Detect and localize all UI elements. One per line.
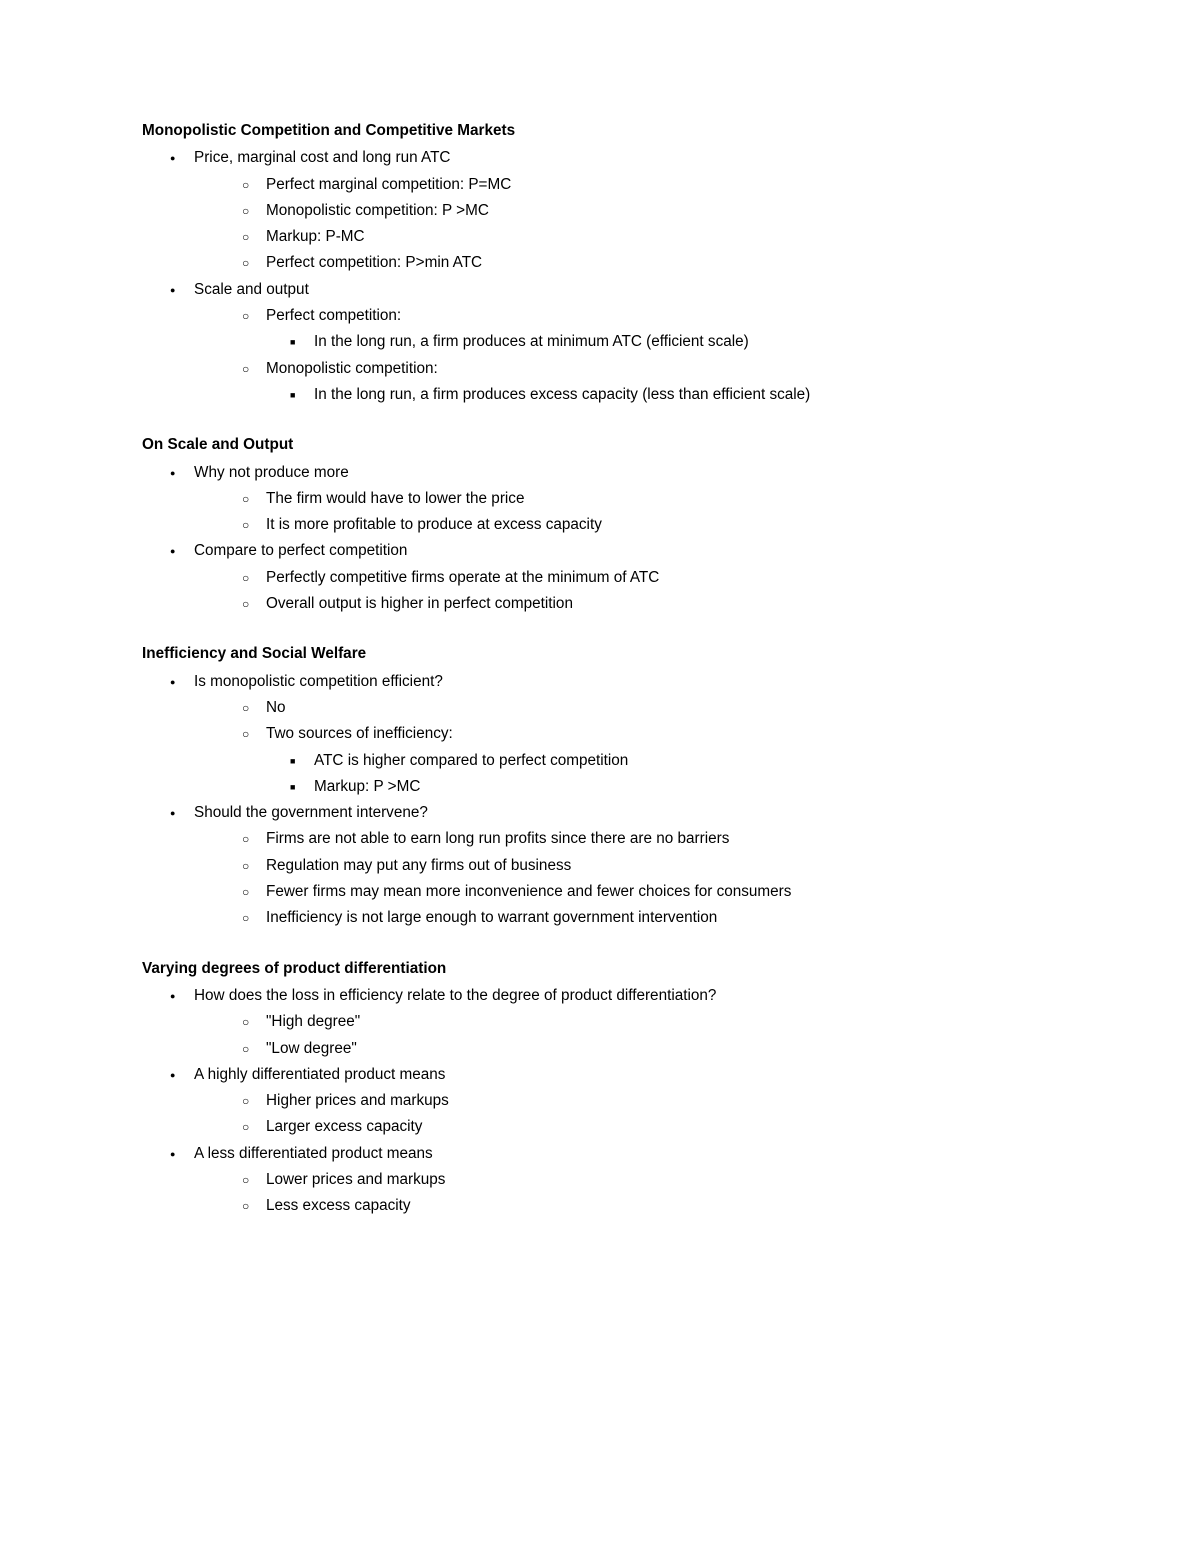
list-item-text: The firm would have to lower the price [266, 490, 524, 507]
list-item: Perfectly competitive firms operate at t… [266, 565, 1060, 591]
list-item-text: Perfect competition: [266, 307, 401, 324]
list-item: Is monopolistic competition efficient? No… [194, 669, 1060, 800]
list-item: Higher prices and markups [266, 1088, 1060, 1114]
list-item-text: ATC is higher compared to perfect compet… [314, 752, 628, 769]
list-item: In the long run, a firm produces at mini… [314, 329, 1060, 355]
list-item: Two sources of inefficiency: ATC is highe… [266, 721, 1060, 800]
list-item: Inefficiency is not large enough to warr… [266, 905, 1060, 931]
list-item: Price, marginal cost and long run ATC Per… [194, 145, 1060, 276]
list-item: In the long run, a firm produces excess … [314, 382, 1060, 408]
bullet-list-level-2: Firms are not able to earn long run prof… [194, 826, 1060, 931]
list-item: "Low degree" [266, 1036, 1060, 1062]
list-item: Why not produce more The firm would have … [194, 460, 1060, 539]
list-item-text: Larger excess capacity [266, 1118, 422, 1135]
list-item-text: Inefficiency is not large enough to warr… [266, 909, 717, 926]
section-heading: On Scale and Output [142, 432, 1060, 458]
section: Inefficiency and Social WelfareIs monopo… [142, 641, 1060, 931]
list-item-text: How does the loss in efficiency relate t… [194, 987, 716, 1004]
list-item-text: Why not produce more [194, 464, 349, 481]
list-item: Perfect marginal competition: P=MC [266, 172, 1060, 198]
bullet-list-level-2: Perfectly competitive firms operate at t… [194, 565, 1060, 618]
list-item: Overall output is higher in perfect comp… [266, 591, 1060, 617]
list-item: Compare to perfect competition Perfectly … [194, 538, 1060, 617]
bullet-list-level-1: Why not produce more The firm would have … [142, 460, 1060, 618]
list-item-text: Firms are not able to earn long run prof… [266, 830, 729, 847]
list-item: Should the government intervene? Firms ar… [194, 800, 1060, 931]
list-item-text: Overall output is higher in perfect comp… [266, 595, 573, 612]
list-item-text: A highly differentiated product means [194, 1066, 445, 1083]
list-item: The firm would have to lower the price [266, 486, 1060, 512]
list-item-text: Two sources of inefficiency: [266, 725, 453, 742]
bullet-list-level-3: In the long run, a firm produces excess … [266, 382, 1060, 408]
list-item-text: Price, marginal cost and long run ATC [194, 149, 450, 166]
list-item-text: Lower prices and markups [266, 1171, 445, 1188]
list-item: Markup: P-MC [266, 224, 1060, 250]
document-body: Monopolistic Competition and Competitive… [142, 118, 1060, 1220]
list-item-text: It is more profitable to produce at exce… [266, 516, 602, 533]
list-item: Larger excess capacity [266, 1114, 1060, 1140]
list-item: Lower prices and markups [266, 1167, 1060, 1193]
list-item: A less differentiated product means Lower… [194, 1141, 1060, 1220]
list-item-text: Should the government intervene? [194, 804, 428, 821]
bullet-list-level-1: Price, marginal cost and long run ATC Per… [142, 145, 1060, 408]
list-item-text: Compare to perfect competition [194, 542, 407, 559]
list-item-text: A less differentiated product means [194, 1145, 433, 1162]
bullet-list-level-2: Perfect competition: In the long run, a f… [194, 303, 1060, 408]
list-item-text: Less excess capacity [266, 1197, 411, 1214]
list-item-text: Is monopolistic competition efficient? [194, 673, 443, 690]
bullet-list-level-2: The firm would have to lower the price It… [194, 486, 1060, 539]
bullet-list-level-2: No Two sources of inefficiency: ATC is hig… [194, 695, 1060, 800]
bullet-list-level-2: "High degree" "Low degree" [194, 1009, 1060, 1062]
list-item-text: In the long run, a firm produces at mini… [314, 333, 749, 350]
list-item-text: Markup: P-MC [266, 228, 365, 245]
list-item-text: Regulation may put any firms out of busi… [266, 857, 571, 874]
list-item: Fewer firms may mean more inconvenience … [266, 879, 1060, 905]
bullet-list-level-2: Perfect marginal competition: P=MC Monopo… [194, 172, 1060, 277]
bullet-list-level-1: How does the loss in efficiency relate t… [142, 983, 1060, 1220]
list-item-text: "Low degree" [266, 1040, 357, 1057]
list-item-text: Fewer firms may mean more inconvenience … [266, 883, 791, 900]
list-item-text: In the long run, a firm produces excess … [314, 386, 810, 403]
list-item-text: Monopolistic competition: P >MC [266, 202, 489, 219]
list-item-text: Perfect competition: P>min ATC [266, 254, 482, 271]
list-item: Firms are not able to earn long run prof… [266, 826, 1060, 852]
bullet-list-level-2: Lower prices and markups Less excess capa… [194, 1167, 1060, 1220]
list-item: Perfect competition: P>min ATC [266, 250, 1060, 276]
list-item: Perfect competition: In the long run, a f… [266, 303, 1060, 356]
list-item-text: No [266, 699, 286, 716]
bullet-list-level-3: In the long run, a firm produces at mini… [266, 329, 1060, 355]
list-item: A highly differentiated product means Hig… [194, 1062, 1060, 1141]
section: Monopolistic Competition and Competitive… [142, 118, 1060, 408]
list-item: "High degree" [266, 1009, 1060, 1035]
section-heading: Inefficiency and Social Welfare [142, 641, 1060, 667]
list-item: Scale and output Perfect competition: In t… [194, 277, 1060, 408]
list-item-text: Monopolistic competition: [266, 360, 438, 377]
list-item: Monopolistic competition: P >MC [266, 198, 1060, 224]
list-item-text: Perfectly competitive firms operate at t… [266, 569, 659, 586]
list-item-text: "High degree" [266, 1013, 360, 1030]
bullet-list-level-2: Higher prices and markups Larger excess c… [194, 1088, 1060, 1141]
list-item-text: Higher prices and markups [266, 1092, 449, 1109]
section-heading: Varying degrees of product differentiati… [142, 956, 1060, 982]
bullet-list-level-1: Is monopolistic competition efficient? No… [142, 669, 1060, 932]
list-item-text: Scale and output [194, 281, 309, 298]
section: On Scale and Output Why not produce more T… [142, 432, 1060, 617]
list-item: Monopolistic competition: In the long run… [266, 356, 1060, 409]
list-item: Less excess capacity [266, 1193, 1060, 1219]
list-item-text: Markup: P >MC [314, 778, 420, 795]
list-item-text: Perfect marginal competition: P=MC [266, 176, 511, 193]
list-item: It is more profitable to produce at exce… [266, 512, 1060, 538]
list-item: No [266, 695, 1060, 721]
bullet-list-level-3: ATC is higher compared to perfect compet… [266, 748, 1060, 801]
list-item: Regulation may put any firms out of busi… [266, 853, 1060, 879]
list-item: Markup: P >MC [314, 774, 1060, 800]
list-item: How does the loss in efficiency relate t… [194, 983, 1060, 1062]
section-heading: Monopolistic Competition and Competitive… [142, 118, 1060, 144]
list-item: ATC is higher compared to perfect compet… [314, 748, 1060, 774]
section: Varying degrees of product differentiati… [142, 956, 1060, 1220]
